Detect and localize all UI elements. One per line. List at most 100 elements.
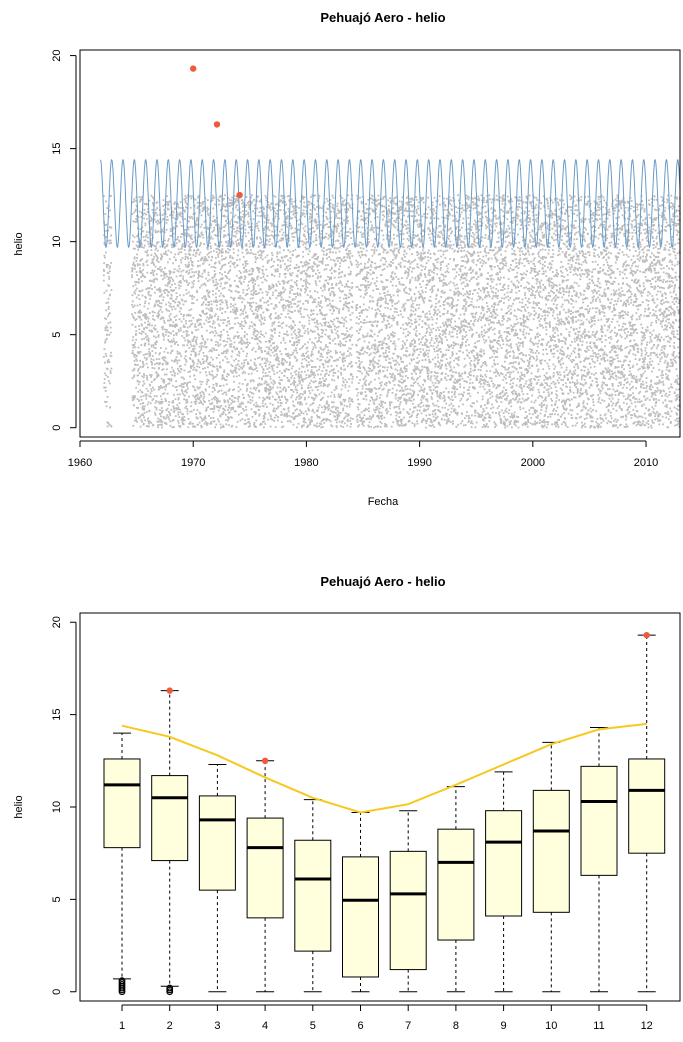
observation-point bbox=[327, 208, 329, 210]
observation-point bbox=[131, 300, 134, 303]
observation-point bbox=[278, 396, 281, 399]
observation-point bbox=[348, 289, 351, 292]
observation-point bbox=[344, 359, 346, 362]
observation-point bbox=[227, 245, 229, 248]
observation-point bbox=[103, 291, 106, 294]
observation-point bbox=[180, 313, 183, 315]
observation-point bbox=[210, 307, 212, 309]
observation-point bbox=[244, 276, 247, 279]
observation-point bbox=[138, 416, 141, 419]
observation-point bbox=[110, 194, 112, 197]
observation-point bbox=[310, 359, 313, 362]
observation-point bbox=[235, 199, 237, 202]
observation-point bbox=[178, 370, 180, 372]
observation-point bbox=[237, 400, 240, 403]
observation-point bbox=[230, 345, 232, 348]
observation-point bbox=[136, 235, 138, 238]
observation-point bbox=[348, 335, 351, 337]
observation-point bbox=[321, 335, 324, 338]
observation-point bbox=[145, 425, 148, 427]
observation-point bbox=[140, 270, 143, 273]
observation-point bbox=[337, 225, 340, 227]
observation-point bbox=[318, 339, 320, 342]
observation-point bbox=[314, 337, 317, 340]
observation-point bbox=[192, 422, 194, 425]
observation-point bbox=[269, 296, 271, 299]
observation-point bbox=[256, 370, 259, 372]
observation-point bbox=[303, 201, 306, 204]
observation-point bbox=[179, 221, 182, 224]
observation-point bbox=[299, 348, 301, 350]
observation-point bbox=[286, 242, 288, 244]
observation-point bbox=[184, 232, 186, 235]
observation-point bbox=[319, 322, 322, 325]
observation-point bbox=[336, 202, 339, 205]
observation-point bbox=[144, 393, 147, 396]
observation-point bbox=[305, 402, 308, 405]
observation-point bbox=[154, 412, 156, 414]
observation-point bbox=[316, 414, 318, 417]
observation-point bbox=[226, 277, 229, 279]
observation-point bbox=[325, 197, 328, 200]
observation-point bbox=[137, 407, 139, 409]
observation-point bbox=[224, 355, 227, 358]
observation-point bbox=[226, 307, 229, 309]
observation-point bbox=[211, 401, 214, 404]
observation-point bbox=[254, 279, 257, 282]
observation-point bbox=[204, 420, 207, 423]
observation-point bbox=[253, 422, 256, 424]
observation-point bbox=[131, 349, 134, 352]
observation-point bbox=[281, 363, 283, 365]
observation-point bbox=[190, 286, 193, 289]
observation-point bbox=[259, 277, 262, 279]
observation-point bbox=[340, 388, 343, 391]
observation-point bbox=[175, 380, 177, 383]
observation-point bbox=[350, 354, 353, 356]
observation-point bbox=[107, 358, 110, 361]
observation-point bbox=[303, 420, 306, 423]
observation-point bbox=[137, 294, 140, 296]
observation-point bbox=[307, 267, 309, 270]
observation-point bbox=[189, 370, 191, 373]
observation-point bbox=[270, 222, 272, 225]
observation-point bbox=[321, 294, 324, 297]
observation-point bbox=[274, 195, 277, 198]
observation-point bbox=[171, 289, 173, 292]
observation-point bbox=[264, 372, 267, 374]
observation-point bbox=[105, 302, 108, 304]
observation-point bbox=[275, 283, 278, 286]
observation-point bbox=[205, 277, 208, 280]
observation-point bbox=[346, 207, 349, 210]
observation-point bbox=[159, 387, 162, 389]
observation-point bbox=[146, 251, 148, 254]
observation-point bbox=[145, 326, 147, 329]
observation-point bbox=[144, 276, 146, 279]
observation-point bbox=[172, 419, 175, 421]
observation-point bbox=[184, 229, 187, 231]
observation-point bbox=[282, 321, 285, 324]
observation-point bbox=[280, 361, 283, 364]
observation-point bbox=[341, 332, 343, 335]
observation-point bbox=[336, 410, 339, 412]
observation-point bbox=[265, 301, 268, 304]
observation-point bbox=[309, 404, 312, 407]
observation-point bbox=[206, 206, 209, 209]
observation-point bbox=[273, 342, 275, 344]
observation-point bbox=[331, 369, 334, 372]
observation-point bbox=[277, 405, 280, 408]
observation-point bbox=[271, 254, 274, 257]
observation-point bbox=[242, 289, 245, 291]
observation-point bbox=[325, 419, 328, 422]
observation-point bbox=[217, 228, 220, 231]
observation-point bbox=[327, 395, 329, 398]
observation-point bbox=[253, 278, 255, 281]
observation-point bbox=[280, 313, 283, 315]
observation-point bbox=[268, 207, 271, 209]
observation-point bbox=[237, 239, 239, 241]
observation-point bbox=[183, 378, 185, 380]
observation-point bbox=[152, 344, 155, 346]
observation-point bbox=[106, 266, 108, 268]
observation-point bbox=[251, 392, 253, 394]
observation-point bbox=[233, 346, 235, 349]
observation-point bbox=[138, 332, 141, 334]
